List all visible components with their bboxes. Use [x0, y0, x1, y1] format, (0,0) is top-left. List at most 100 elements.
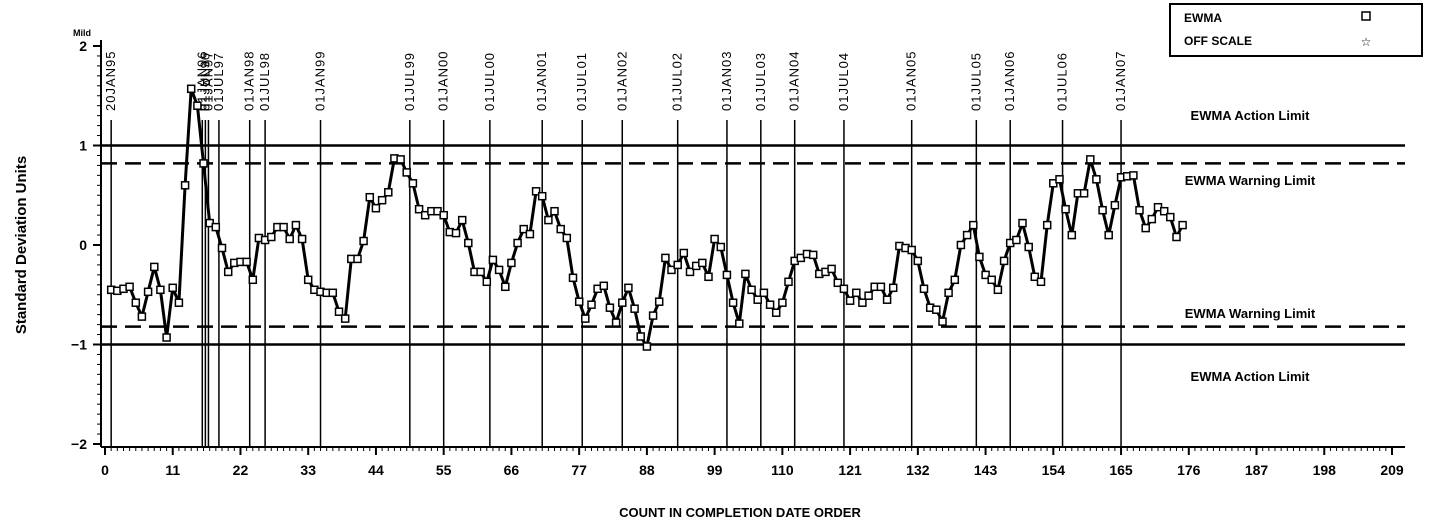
- ewma-point: [156, 285, 165, 295]
- ewma-point: [408, 179, 418, 188]
- ewma-series: [106, 84, 1187, 351]
- x-tick-label: 121: [838, 462, 862, 478]
- ewma-point: [735, 319, 744, 328]
- ewma-point: [956, 240, 966, 250]
- ewma-point: [439, 210, 448, 220]
- ewma-point: [876, 282, 886, 292]
- ewma-point: [137, 312, 147, 321]
- date-marker-label: 01JAN02: [614, 51, 629, 111]
- date-marker-label: 01JAN01: [534, 51, 549, 111]
- ewma-point: [1110, 200, 1120, 210]
- ewma-point: [180, 181, 190, 190]
- ewma-point: [741, 269, 750, 279]
- date-marker-label: 01JAN98: [242, 51, 257, 111]
- ewma-point: [642, 342, 652, 351]
- ewma-point: [630, 304, 639, 313]
- ewma-point: [248, 275, 258, 285]
- ewma-point: [1172, 232, 1181, 242]
- ewma-point: [882, 295, 892, 304]
- ewma-point: [667, 265, 676, 275]
- x-tick-label: 77: [571, 462, 587, 478]
- ewma-point: [279, 222, 288, 232]
- date-marker-label: 01JAN03: [719, 51, 734, 111]
- ewma-point: [1178, 220, 1187, 230]
- ewma-point: [242, 257, 251, 267]
- ewma-point: [285, 234, 294, 244]
- ewma-point: [618, 298, 627, 307]
- ewma-point: [131, 298, 141, 307]
- ewma-point: [624, 283, 633, 293]
- ewma-point: [365, 192, 375, 202]
- date-marker-label: 01JUL97: [211, 52, 226, 111]
- date-marker-label: 01JUL04: [836, 52, 851, 111]
- date-marker-label: 01JAN07: [1113, 51, 1128, 111]
- ewma-point: [353, 254, 362, 264]
- ewma-point: [334, 307, 344, 316]
- ewma-point: [451, 228, 461, 238]
- legend-star-icon: ☆: [1361, 35, 1372, 49]
- date-marker-label: 01JUL98: [257, 52, 272, 111]
- ewma-point: [808, 250, 818, 260]
- ewma-point: [340, 314, 350, 323]
- x-tick-label: 33: [300, 462, 316, 478]
- date-marker-label: 01JUL02: [670, 52, 685, 111]
- ewma-point: [1092, 175, 1101, 184]
- ewma-point: [858, 298, 867, 307]
- x-tick-label: 198: [1313, 462, 1337, 478]
- axes: −2 −1 0 1 2 0 11 22 33 44 55 66 77 88 99 110 121 132 143 15…: [71, 38, 1405, 478]
- ewma-point: [297, 234, 307, 244]
- ewma-point: [654, 297, 664, 306]
- ewma-point: [852, 288, 861, 298]
- ewma-point: [531, 187, 541, 196]
- ewma-point: [396, 155, 405, 164]
- x-tick-label: 0: [101, 462, 109, 478]
- ewma-point: [975, 252, 984, 262]
- ewma-point: [174, 298, 184, 307]
- y-tick-label: −1: [71, 337, 87, 353]
- legend-square-icon: [1361, 11, 1371, 21]
- x-tick-label: 132: [906, 462, 930, 478]
- date-marker-label: 01JUL00: [482, 52, 497, 111]
- ewma-point: [217, 243, 227, 253]
- ewma-point: [291, 220, 301, 230]
- x-tick-label: 143: [974, 462, 998, 478]
- ewma-point: [710, 234, 719, 244]
- ewma-point: [784, 277, 793, 287]
- ewma-point: [162, 333, 171, 342]
- ewma-point: [377, 195, 387, 205]
- ewma-point: [950, 275, 960, 285]
- date-marker-label: 01JAN04: [787, 51, 802, 111]
- ewma-point: [771, 308, 781, 317]
- ewma-point: [599, 281, 609, 291]
- x-tick-label: 11: [165, 462, 180, 478]
- date-marker-label: 01JAN99: [313, 51, 328, 111]
- ewma-point: [1159, 206, 1169, 216]
- ewma-point: [488, 255, 498, 265]
- ewma-point: [513, 238, 522, 248]
- ewma-point: [186, 84, 196, 94]
- ewma-point: [525, 229, 535, 239]
- ewma-point: [778, 298, 787, 307]
- legend-label-ewma: EWMA: [1184, 11, 1222, 25]
- ewma-point: [1079, 189, 1089, 198]
- ewma-point: [581, 314, 590, 323]
- x-tick-label: 110: [771, 462, 794, 478]
- ewma-point: [507, 258, 516, 268]
- ewma-point: [605, 303, 615, 312]
- ewma-point: [494, 265, 504, 275]
- date-marker-label: 01JUL96: [197, 52, 212, 111]
- ewma-point: [211, 222, 221, 232]
- ewma-point: [981, 270, 990, 280]
- y-tick-label: 1: [79, 138, 87, 154]
- ewma-point: [464, 238, 473, 248]
- ewma-point: [168, 283, 177, 293]
- date-marker-label: 01JAN05: [904, 51, 919, 111]
- ewma-point: [1098, 205, 1107, 215]
- x-tick-label: 44: [368, 462, 384, 478]
- ewma-point: [685, 267, 695, 277]
- ewma-point: [1166, 212, 1175, 222]
- ewma-point: [969, 220, 978, 230]
- ewma-point: [1042, 220, 1052, 230]
- ewma-point: [384, 188, 393, 197]
- ewma-point: [611, 318, 621, 327]
